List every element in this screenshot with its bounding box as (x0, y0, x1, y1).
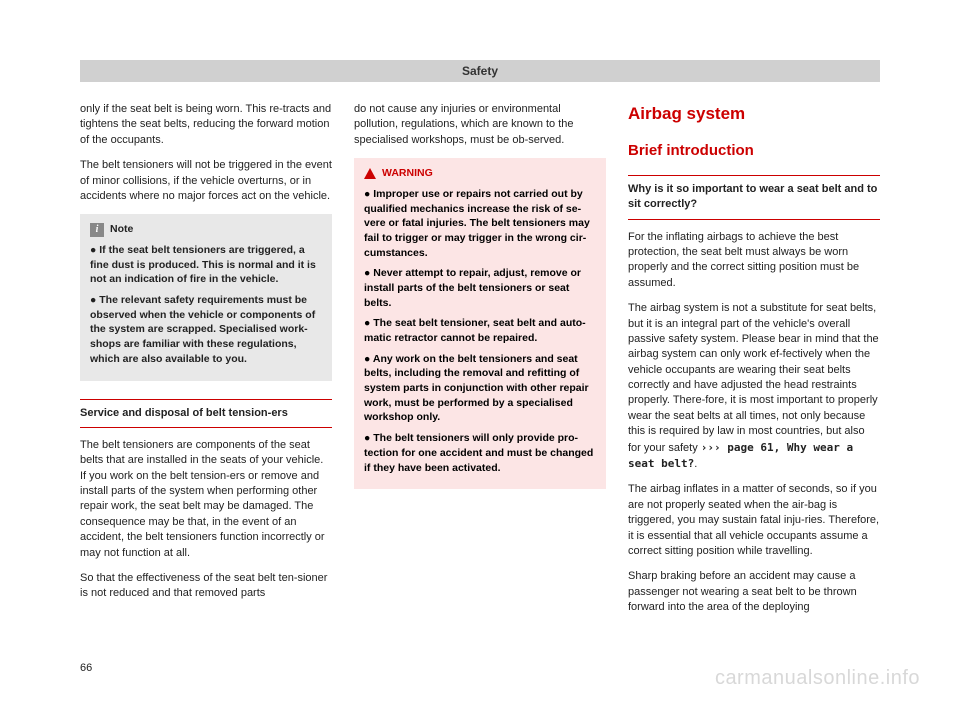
note-label: Note (110, 222, 133, 237)
body-text-run: . (694, 458, 697, 470)
warning-item: Improper use or repairs not carried out … (364, 187, 596, 260)
warning-item: The seat belt tensioner, seat belt and a… (364, 316, 596, 345)
body-text: do not cause any injuries or environment… (354, 102, 606, 148)
body-text: Sharp braking before an accident may cau… (628, 569, 880, 615)
warning-title: WARNING (364, 166, 596, 181)
page-number: 66 (80, 662, 92, 674)
info-icon: i (90, 223, 104, 237)
warning-icon (364, 168, 376, 179)
chapter-heading: Airbag system (628, 102, 880, 126)
note-list: If the seat belt tensioners are triggere… (90, 243, 322, 367)
subsection-heading: Why is it so important to wear a seat be… (628, 175, 880, 220)
body-text: The airbag system is not a substitute fo… (628, 301, 880, 472)
column-3: Airbag system Brief introduction Why is … (628, 102, 880, 626)
section-heading: Brief introduction (628, 140, 880, 161)
body-text-run: The airbag system is not a substitute fo… (628, 302, 879, 454)
warning-box: WARNING Improper use or repairs not carr… (354, 158, 606, 489)
body-text: The belt tensioners are components of th… (80, 438, 332, 561)
body-text: So that the effectiveness of the seat be… (80, 571, 332, 602)
note-title: i Note (90, 222, 322, 237)
warning-item: Never attempt to repair, adjust, remove … (364, 266, 596, 310)
body-text: only if the seat belt is being worn. Thi… (80, 102, 332, 148)
watermark: carmanualsonline.info (715, 667, 920, 690)
column-1: only if the seat belt is being worn. Thi… (80, 102, 332, 626)
warning-item: The belt tensioners will only provide pr… (364, 431, 596, 475)
body-text: The airbag inflates in a matter of secon… (628, 482, 880, 559)
page: Safety only if the seat belt is being wo… (0, 0, 960, 708)
warning-label: WARNING (382, 166, 433, 181)
warning-item: Any work on the belt tensioners and seat… (364, 352, 596, 425)
body-text: For the inflating airbags to achieve the… (628, 230, 880, 292)
note-box: i Note If the seat belt tensioners are t… (80, 214, 332, 380)
body-text: The belt tensioners will not be triggere… (80, 158, 332, 204)
warning-list: Improper use or repairs not carried out … (364, 187, 596, 475)
columns: only if the seat belt is being worn. Thi… (80, 102, 880, 626)
note-item: If the seat belt tensioners are triggere… (90, 243, 322, 287)
section-header: Safety (80, 60, 880, 82)
note-item: The relevant safety requirements must be… (90, 293, 322, 366)
subsection-heading: Service and disposal of belt tension-ers (80, 399, 332, 428)
column-2: do not cause any injuries or environment… (354, 102, 606, 626)
